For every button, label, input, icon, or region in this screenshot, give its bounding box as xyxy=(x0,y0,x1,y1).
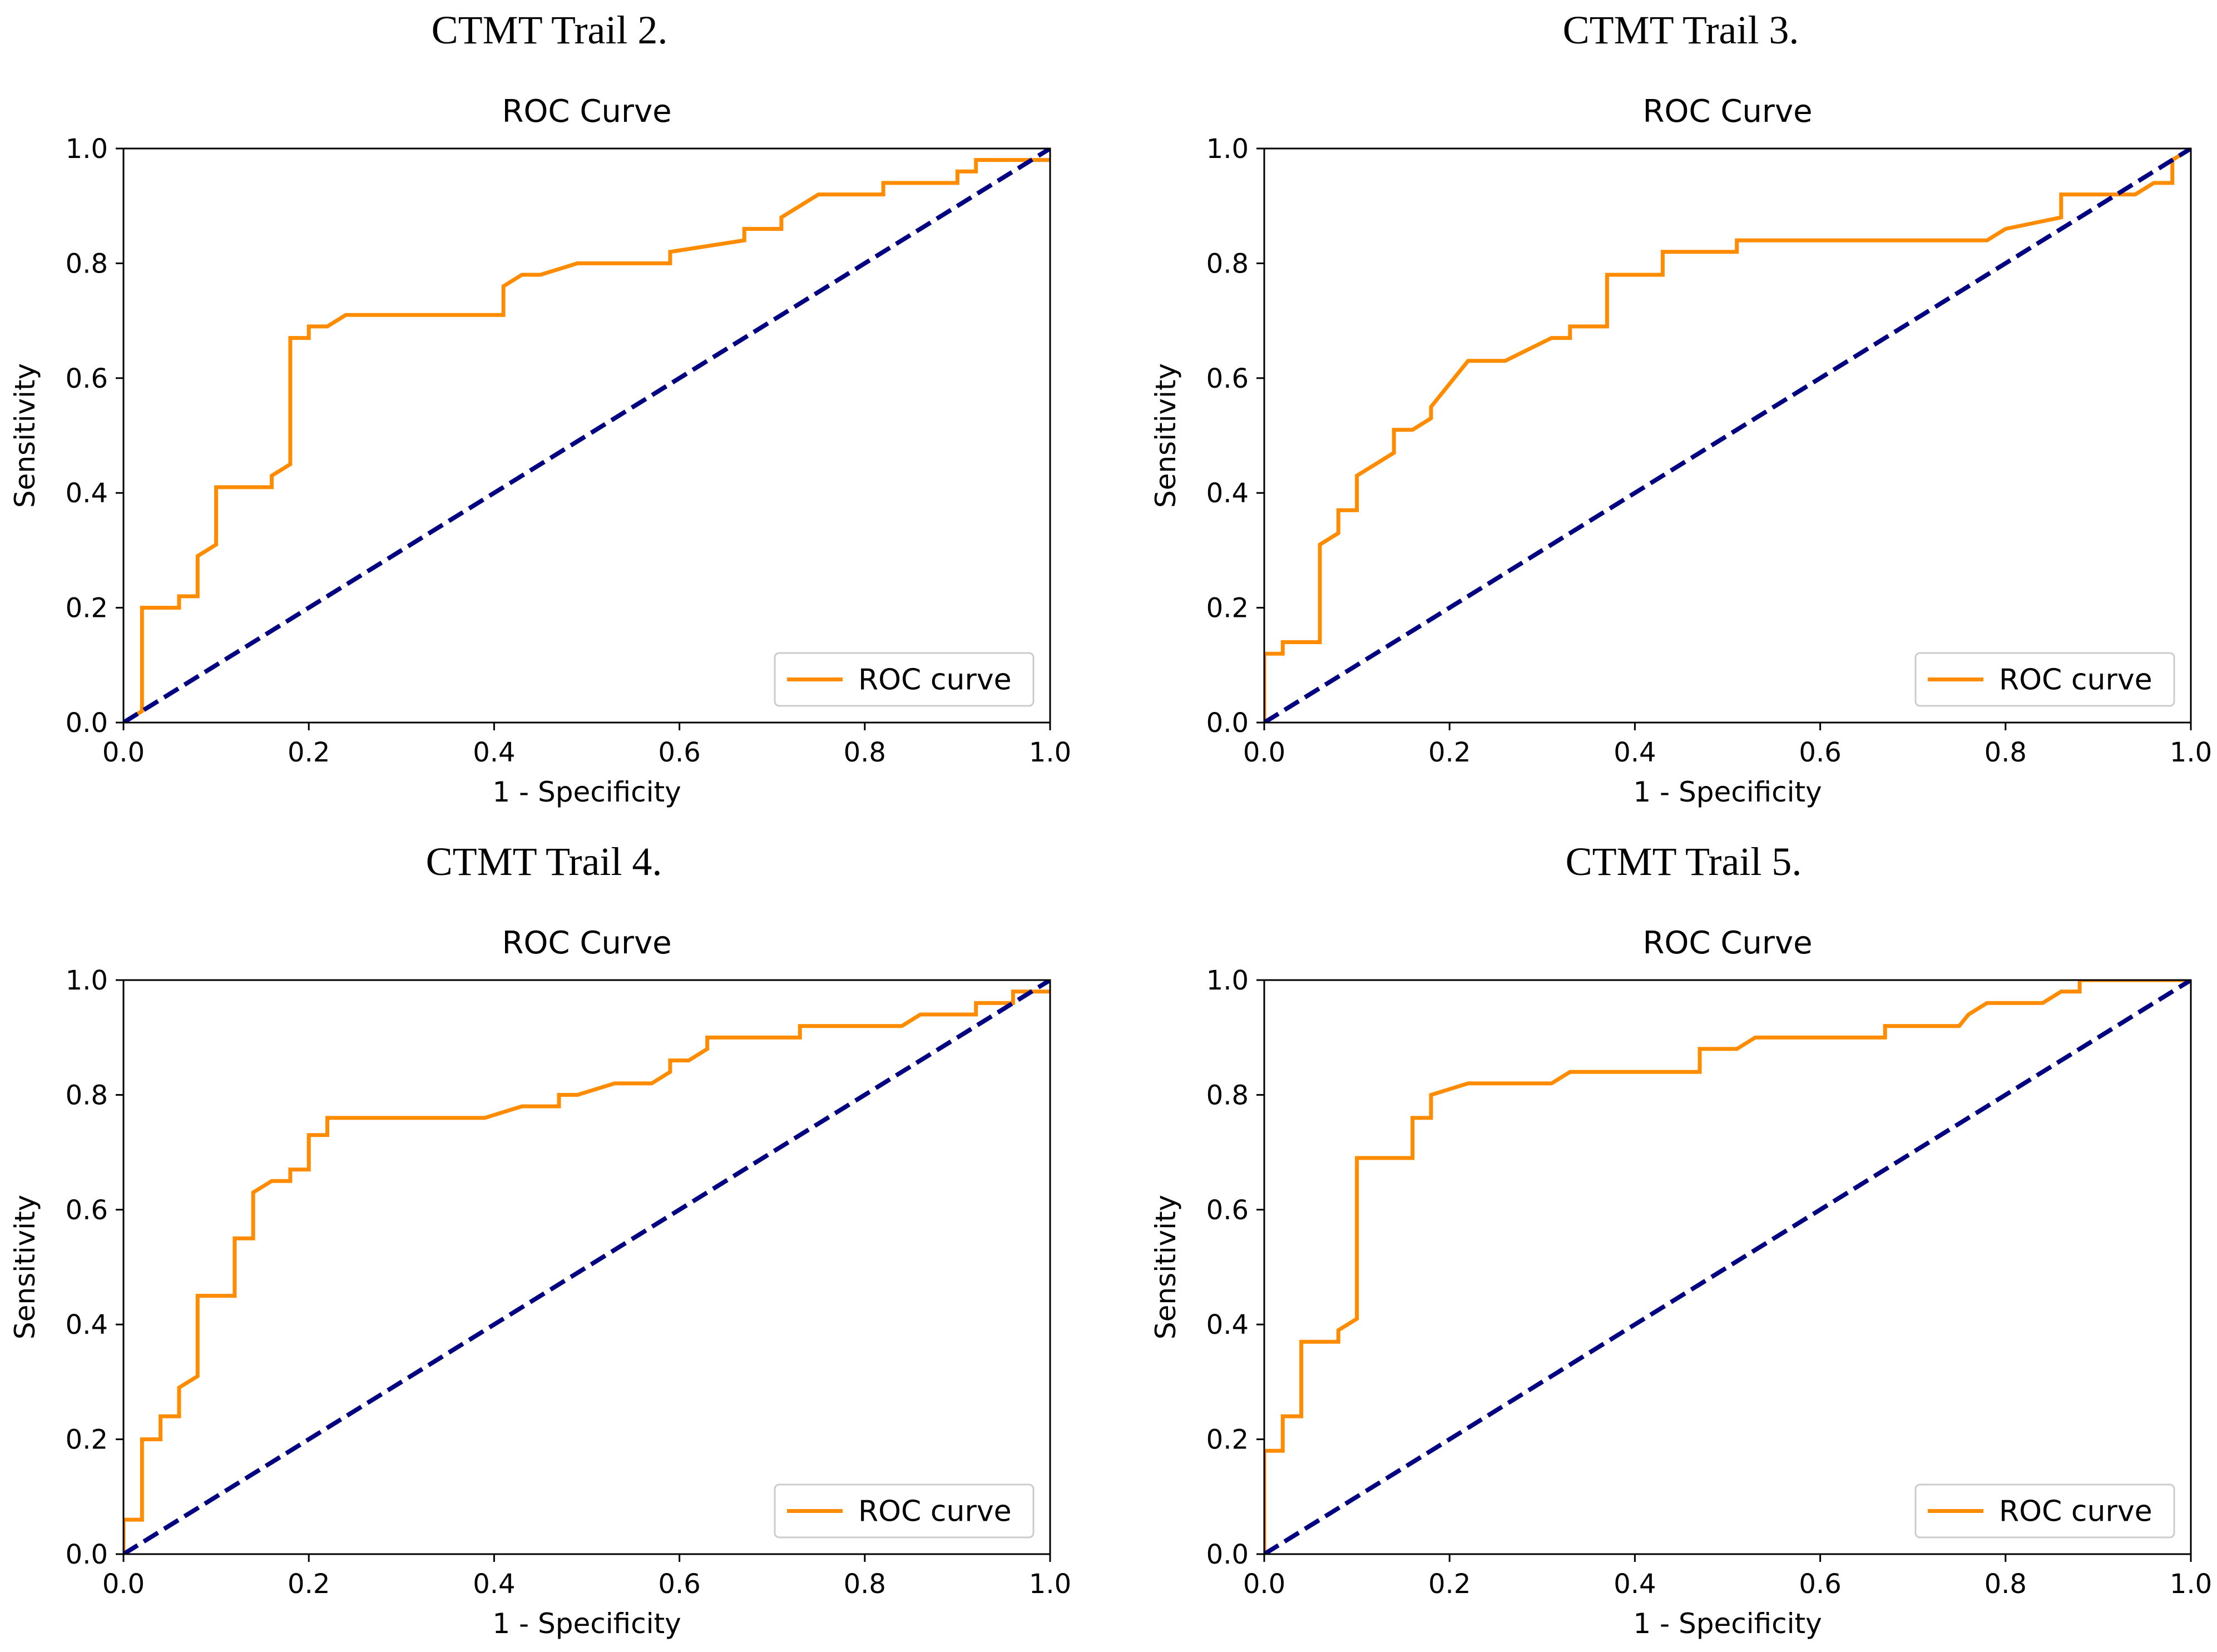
legend: ROC curve xyxy=(1914,1483,2175,1539)
roc-curve-line xyxy=(1264,980,2191,1554)
legend: ROC curve xyxy=(774,1483,1035,1539)
axes-frame xyxy=(1263,979,2192,1555)
plot-title: ROC Curve xyxy=(1642,925,1812,961)
y-tick-label: 0.2 xyxy=(1206,1425,1249,1456)
roc-curve-line xyxy=(123,158,1050,723)
roc-panel-1: CTMT Trail 2. ROC Curve 0.0 0.2 0.4 0.6 0.8 1.0… xyxy=(9,8,1071,808)
y-tick-label: 0.2 xyxy=(66,593,108,624)
legend-box xyxy=(774,1483,1035,1539)
x-tick-label: 0.2 xyxy=(288,1569,330,1600)
y-tick-label: 0.8 xyxy=(1206,1080,1249,1111)
legend-label: ROC curve xyxy=(1999,1495,2152,1529)
x-tick-label: 0.2 xyxy=(288,737,330,768)
roc-curve-line xyxy=(1264,149,2191,723)
y-tick-label: 0.4 xyxy=(66,1309,108,1341)
x-tick-label: 0.4 xyxy=(473,1569,515,1600)
y-tick-label: 0.4 xyxy=(1206,478,1249,509)
roc-panel-4: CTMT Trail 5. ROC Curve 0.0 0.2 0.4 0.6 0.8 1.0… xyxy=(1150,839,2212,1640)
x-tick-label: 0.4 xyxy=(1614,1569,1656,1600)
x-tick-label: 1.0 xyxy=(2170,737,2212,768)
y-tick-label: 0.0 xyxy=(66,708,108,739)
y-tick-label: 0.0 xyxy=(1206,1539,1249,1570)
legend-label: ROC curve xyxy=(858,1495,1012,1529)
legend: ROC curve xyxy=(774,652,1035,707)
legend: ROC curve xyxy=(1914,652,2175,707)
legend-box xyxy=(1914,652,2175,707)
y-axis-label: Sensitivity xyxy=(9,1195,41,1339)
axes-frame xyxy=(122,147,1051,724)
legend-label: ROC curve xyxy=(1999,664,2152,697)
y-tick-label: 1.0 xyxy=(1206,965,1249,996)
x-tick-label: 0.6 xyxy=(1799,737,1841,768)
y-tick-label: 0.0 xyxy=(1206,708,1249,739)
plot-title: ROC Curve xyxy=(502,925,671,961)
y-tick-label: 0.6 xyxy=(1206,1195,1249,1226)
roc-panel-3: CTMT Trail 4. ROC Curve 0.0 0.2 0.4 0.6 0.8 1.0… xyxy=(9,839,1071,1640)
x-tick-label: 0.6 xyxy=(658,737,700,768)
series-group xyxy=(1264,149,2191,723)
y-tick-label: 1.0 xyxy=(1206,133,1249,165)
y-axis-label: Sensitivity xyxy=(1150,1195,1182,1339)
x-tick-label: 0.0 xyxy=(102,1569,145,1600)
x-tick-label: 0.6 xyxy=(658,1569,700,1600)
panel-heading: CTMT Trail 3. xyxy=(1563,8,1799,52)
chance-diagonal-line xyxy=(1264,149,2191,723)
panel-heading: CTMT Trail 4. xyxy=(426,839,662,884)
x-tick-label: 1.0 xyxy=(1029,1569,1071,1600)
y-tick-label: 0.2 xyxy=(66,1425,108,1456)
chance-diagonal-line xyxy=(123,980,1050,1554)
y-tick-label: 0.0 xyxy=(66,1539,108,1570)
plot-title: ROC Curve xyxy=(502,93,671,130)
x-axis-label: 1 - Specificity xyxy=(492,1608,681,1640)
y-tick-label: 0.6 xyxy=(1206,363,1249,394)
x-tick-label: 0.0 xyxy=(1243,1569,1285,1600)
chance-diagonal-line xyxy=(123,149,1050,723)
x-tick-label: 0.4 xyxy=(1614,737,1656,768)
y-tick-label: 1.0 xyxy=(66,965,108,996)
series-group xyxy=(123,980,1050,1554)
y-tick-label: 0.4 xyxy=(1206,1309,1249,1341)
roc-panel-2: CTMT Trail 3. ROC Curve 0.0 0.2 0.4 0.6 0.8 1.0… xyxy=(1150,8,2212,808)
x-tick-label: 0.4 xyxy=(473,737,515,768)
x-tick-label: 0.6 xyxy=(1799,1569,1841,1600)
x-tick-label: 0.0 xyxy=(1243,737,1285,768)
plot-title: ROC Curve xyxy=(1642,93,1812,130)
axes-frame xyxy=(122,979,1051,1555)
x-axis-label: 1 - Specificity xyxy=(1633,776,1822,808)
y-tick-label: 0.6 xyxy=(66,1195,108,1226)
y-tick-label: 1.0 xyxy=(66,133,108,165)
x-tick-label: 0.8 xyxy=(1985,1569,2027,1600)
x-tick-label: 0.2 xyxy=(1428,737,1471,768)
series-group xyxy=(123,149,1050,723)
x-axis-label: 1 - Specificity xyxy=(492,776,681,808)
legend-box xyxy=(774,652,1035,707)
y-tick-label: 0.4 xyxy=(66,478,108,509)
y-axis-label: Sensitivity xyxy=(9,363,41,508)
x-tick-label: 1.0 xyxy=(2170,1569,2212,1600)
y-tick-label: 0.2 xyxy=(1206,593,1249,624)
chance-diagonal-line xyxy=(1264,980,2191,1554)
y-tick-label: 0.8 xyxy=(66,1080,108,1111)
legend-label: ROC curve xyxy=(858,664,1012,697)
x-axis-label: 1 - Specificity xyxy=(1633,1608,1822,1640)
x-tick-label: 0.8 xyxy=(844,737,886,768)
roc-curve-line xyxy=(123,990,1050,1554)
x-tick-label: 1.0 xyxy=(1029,737,1071,768)
series-group xyxy=(1264,980,2191,1554)
y-tick-label: 0.8 xyxy=(66,248,108,279)
x-tick-label: 0.0 xyxy=(102,737,145,768)
y-tick-label: 0.6 xyxy=(66,363,108,394)
x-tick-label: 0.8 xyxy=(844,1569,886,1600)
legend-box xyxy=(1914,1483,2175,1539)
axes-frame xyxy=(1263,147,2192,724)
x-tick-label: 0.8 xyxy=(1985,737,2027,768)
panel-heading: CTMT Trail 2. xyxy=(432,8,668,52)
y-axis-label: Sensitivity xyxy=(1150,363,1182,508)
y-tick-label: 0.8 xyxy=(1206,248,1249,279)
panel-heading: CTMT Trail 5. xyxy=(1566,839,1802,884)
x-tick-label: 0.2 xyxy=(1428,1569,1471,1600)
